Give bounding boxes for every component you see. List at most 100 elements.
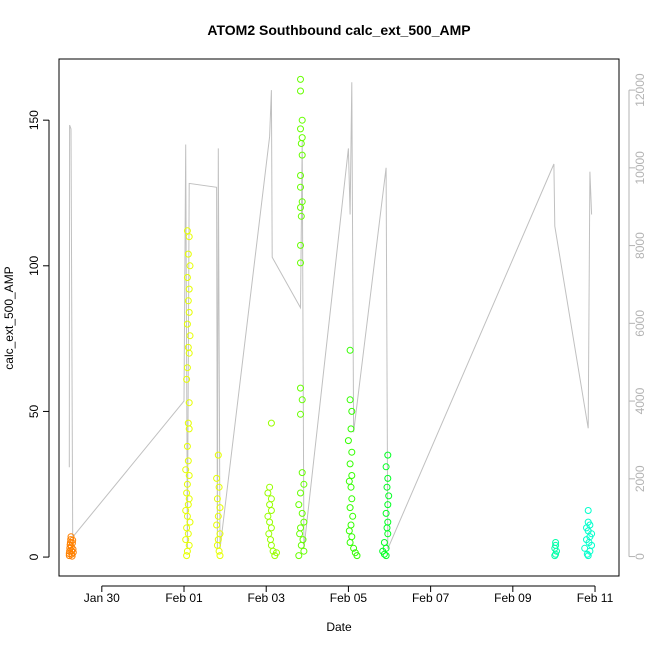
data-point-series-6: [382, 463, 390, 471]
data-point-series-2: [213, 474, 221, 482]
data-point-series-3: [266, 483, 274, 491]
points-layer: [65, 75, 596, 560]
data-point-series-6: [383, 524, 391, 532]
data-point-series-5: [349, 512, 357, 520]
data-point-series-8: [583, 550, 591, 558]
data-point-series-2: [183, 375, 191, 383]
plot-frame: [58, 58, 620, 577]
data-point-series-2: [185, 308, 193, 316]
data-point-series-5: [346, 504, 354, 512]
data-point-series-6: [384, 451, 392, 459]
data-point-series-2: [185, 425, 193, 433]
axes-layer: Jan 30 Feb 01 Feb 03 Feb 05 Feb 07 Feb 09 Feb …: [27, 73, 647, 605]
data-point-series-5: [348, 407, 356, 415]
y-tick-label: 50: [27, 404, 41, 418]
data-point-series-4: [297, 125, 304, 133]
data-point-series-2: [183, 320, 191, 328]
y2-tick-label: 4000: [633, 387, 647, 414]
data-point-series-2: [213, 495, 221, 503]
data-point-series-4: [297, 75, 304, 83]
data-point-series-2: [214, 512, 222, 520]
data-point-series-1: [69, 536, 77, 544]
data-point-series-4: [297, 384, 304, 392]
y2-tick-label: 2000: [633, 465, 647, 492]
y2-tick-label: 12000: [633, 73, 647, 107]
y2-tick-label: 8000: [633, 232, 647, 259]
data-point-series-2: [182, 466, 190, 474]
data-point-series-7: [552, 550, 560, 558]
data-point-series-4: [297, 489, 304, 497]
data-point-series-5: [347, 521, 355, 529]
data-point-series-2: [183, 512, 191, 520]
data-point-series-2: [183, 489, 191, 497]
data-point-series-2: [215, 483, 223, 491]
data-point-series-6: [382, 552, 390, 560]
data-point-series-5: [346, 460, 354, 468]
data-point-series-2: [182, 536, 190, 544]
data-point-series-5: [350, 544, 358, 552]
data-point-series-3: [273, 549, 280, 557]
data-point-series-4: [297, 204, 304, 211]
data-point-series-7: [551, 552, 559, 560]
data-point-series-8: [584, 507, 592, 514]
data-point-series-5: [344, 437, 352, 445]
data-point-series-5: [348, 472, 356, 479]
data-point-series-3: [264, 512, 272, 520]
data-point-series-2: [186, 262, 194, 270]
data-point-series-6: [380, 550, 388, 558]
data-point-series-2: [183, 274, 191, 281]
data-point-series-5: [353, 552, 361, 560]
data-point-series-3: [267, 419, 275, 427]
x-tick-label: Feb 11: [577, 591, 614, 605]
x-tick-label: Jan 30: [84, 591, 120, 605]
data-point-series-2: [183, 442, 191, 450]
data-point-series-4: [297, 259, 304, 267]
data-point-series-7: [553, 547, 560, 555]
data-point-series-3: [267, 536, 274, 544]
data-point-series-2: [184, 297, 192, 305]
data-point-series-4: [298, 509, 306, 517]
data-point-series-2: [185, 472, 193, 479]
data-point-series-5: [346, 539, 354, 546]
data-point-series-2: [183, 552, 191, 560]
data-point-series-2: [216, 504, 224, 512]
data-point-series-1: [68, 552, 76, 560]
data-point-series-4: [298, 396, 306, 404]
data-point-series-2: [186, 332, 194, 340]
x-tick-label: Feb 07: [412, 591, 450, 605]
data-point-series-4: [297, 172, 304, 179]
data-point-series-3: [264, 489, 272, 497]
data-point-series-6: [384, 530, 392, 538]
data-point-series-3: [267, 495, 275, 503]
data-point-series-4: [297, 524, 304, 532]
x-tick-label: Feb 01: [165, 591, 203, 605]
chart-title: ATOM2 Southbound calc_ext_500_AMP: [207, 22, 470, 38]
data-point-series-5: [345, 477, 353, 485]
secondary-series-line: [68, 82, 593, 549]
data-point-series-5: [348, 448, 356, 456]
data-point-series-4: [300, 518, 308, 526]
data-point-series-4: [297, 410, 304, 418]
data-point-series-6: [384, 501, 392, 509]
data-point-series-8: [581, 544, 589, 552]
data-point-series-5: [347, 483, 355, 491]
data-point-series-4: [295, 552, 303, 560]
data-point-series-3: [266, 501, 274, 509]
data-point-series-4: [295, 501, 303, 509]
data-point-series-4: [296, 530, 304, 538]
data-point-series-6: [385, 492, 393, 500]
data-point-series-5: [345, 527, 353, 535]
y-axis-label: calc_ext_500_AMP: [2, 266, 16, 369]
data-point-series-2: [185, 233, 193, 241]
data-point-series-5: [346, 346, 354, 354]
data-point-series-5: [348, 495, 356, 503]
data-point-series-5: [348, 533, 356, 541]
data-point-series-6: [383, 483, 391, 491]
data-point-series-8: [584, 552, 592, 560]
y2-tick-label: 0: [633, 553, 647, 560]
x-tick-label: Feb 05: [330, 591, 368, 605]
data-point-series-2: [183, 524, 191, 532]
data-point-series-2: [183, 480, 191, 488]
data-point-series-2: [184, 501, 192, 509]
data-point-series-4: [297, 541, 305, 549]
